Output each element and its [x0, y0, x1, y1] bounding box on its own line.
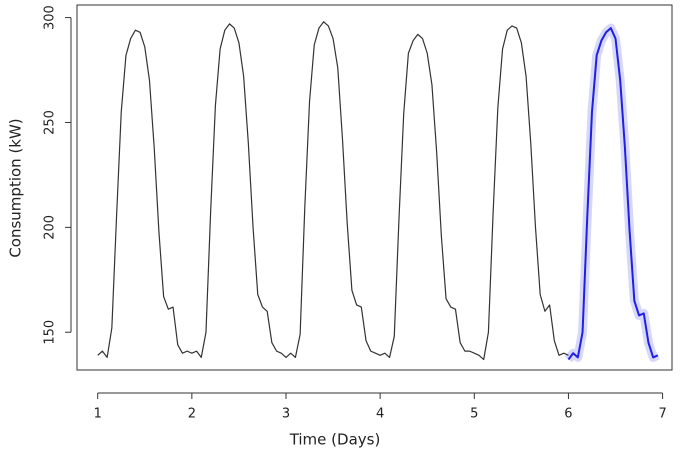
series-line	[97, 21, 569, 361]
y-tick-label: 300	[43, 5, 58, 30]
y-tick-label: 150	[43, 320, 58, 345]
y-axis-label: Consumption (kW)	[7, 118, 25, 257]
x-tick-label: 6	[564, 407, 572, 422]
y-tick-label: 200	[43, 215, 58, 240]
y-tick-label: 250	[43, 110, 58, 135]
x-tick-label: 1	[94, 407, 102, 422]
x-tick-label: 2	[188, 407, 196, 422]
forecast-band	[564, 23, 660, 363]
x-tick-label: 7	[658, 407, 666, 422]
plot-frame	[76, 4, 673, 371]
series-line	[567, 27, 659, 361]
x-tick-label: 4	[376, 407, 384, 422]
x-tick-label: 3	[282, 407, 290, 422]
x-tick-label: 5	[470, 407, 478, 422]
x-axis-label: Time (Days)	[289, 431, 381, 449]
